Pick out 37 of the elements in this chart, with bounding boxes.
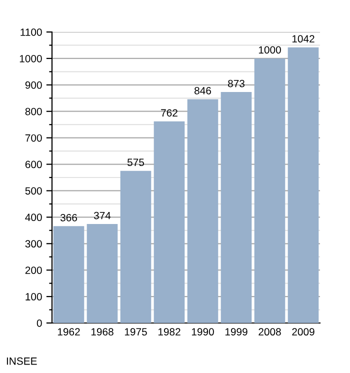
y-tick-label: 500 — [25, 187, 42, 195]
y-tick-label: 900 — [25, 81, 42, 89]
bar — [254, 58, 286, 323]
x-tick-label: 1982 — [158, 328, 180, 336]
x-tick-label: 1975 — [124, 328, 147, 336]
y-tick-label: 600 — [25, 160, 42, 168]
bar — [220, 92, 252, 323]
y-tick-label: 300 — [25, 240, 42, 248]
x-tick-label: 1990 — [192, 328, 214, 336]
y-tick-label: 800 — [25, 108, 42, 116]
x-tick-label: 2008 — [258, 328, 281, 336]
bar — [187, 99, 218, 323]
y-tick-label: 400 — [25, 214, 42, 222]
data-label: 374 — [94, 212, 111, 220]
y-tick-label: 200 — [25, 266, 42, 274]
bar — [86, 224, 118, 323]
y-tick-label: 0 — [36, 320, 42, 327]
data-label: 762 — [161, 109, 178, 117]
data-label: 1042 — [292, 35, 314, 43]
y-tick-label: 100 — [26, 293, 42, 300]
text: INSEE — [6, 357, 37, 365]
bar — [53, 226, 84, 323]
data-label: 575 — [127, 158, 144, 166]
x-tick-label: 1962 — [58, 328, 80, 336]
y-tick-label: 700 — [25, 134, 42, 142]
x-tick-label: 1968 — [91, 328, 114, 336]
data-label: 366 — [60, 214, 77, 222]
x-tick-label: 1999 — [225, 328, 248, 336]
y-tick-label: 1100 — [20, 28, 42, 36]
data-label: 873 — [228, 80, 244, 88]
data-label: 1000 — [258, 46, 281, 54]
bar — [120, 170, 152, 323]
x-tick-label: 2009 — [292, 328, 314, 336]
data-label: 846 — [194, 86, 211, 94]
y-tick-label: 1000 — [20, 54, 42, 62]
bar — [154, 121, 185, 323]
bar — [288, 47, 319, 323]
